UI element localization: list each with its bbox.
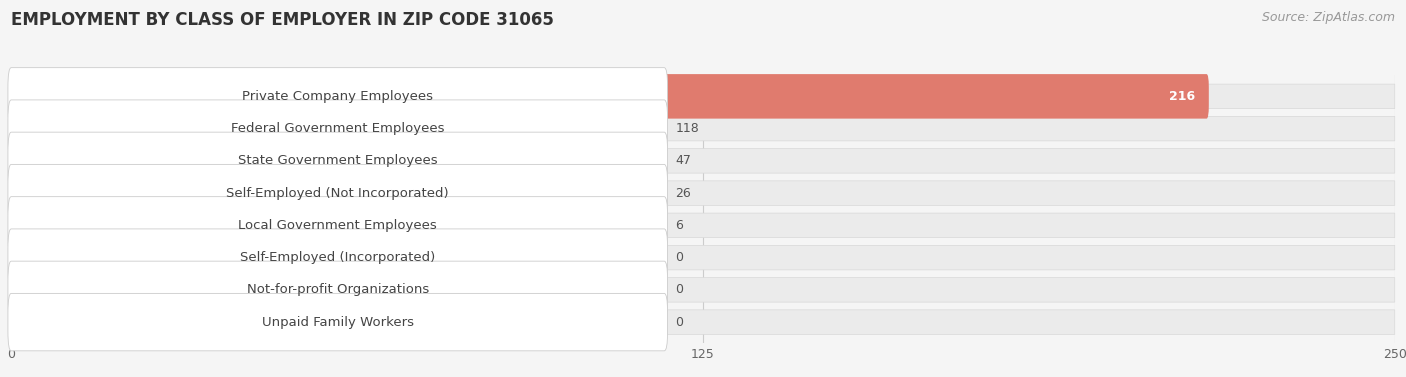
Text: Private Company Employees: Private Company Employees bbox=[242, 90, 433, 103]
Text: Self-Employed (Not Incorporated): Self-Employed (Not Incorporated) bbox=[226, 187, 449, 199]
Text: Not-for-profit Organizations: Not-for-profit Organizations bbox=[246, 284, 429, 296]
FancyBboxPatch shape bbox=[8, 235, 373, 280]
Text: 0: 0 bbox=[675, 284, 683, 296]
Text: Source: ZipAtlas.com: Source: ZipAtlas.com bbox=[1261, 11, 1395, 24]
Text: EMPLOYMENT BY CLASS OF EMPLOYER IN ZIP CODE 31065: EMPLOYMENT BY CLASS OF EMPLOYER IN ZIP C… bbox=[11, 11, 554, 29]
FancyBboxPatch shape bbox=[8, 139, 274, 183]
Text: 26: 26 bbox=[675, 187, 692, 199]
FancyBboxPatch shape bbox=[11, 84, 1395, 109]
FancyBboxPatch shape bbox=[8, 171, 157, 215]
FancyBboxPatch shape bbox=[8, 229, 668, 286]
FancyBboxPatch shape bbox=[8, 164, 668, 222]
FancyBboxPatch shape bbox=[8, 197, 668, 254]
Text: 6: 6 bbox=[675, 219, 683, 232]
Text: 0: 0 bbox=[675, 316, 683, 329]
FancyBboxPatch shape bbox=[8, 74, 1209, 119]
Text: 47: 47 bbox=[675, 154, 692, 167]
FancyBboxPatch shape bbox=[11, 310, 1395, 334]
Text: 216: 216 bbox=[1170, 90, 1195, 103]
FancyBboxPatch shape bbox=[11, 277, 1395, 302]
Text: State Government Employees: State Government Employees bbox=[238, 154, 437, 167]
Text: 118: 118 bbox=[675, 122, 699, 135]
FancyBboxPatch shape bbox=[8, 106, 666, 151]
FancyBboxPatch shape bbox=[8, 67, 668, 125]
Text: Self-Employed (Incorporated): Self-Employed (Incorporated) bbox=[240, 251, 436, 264]
FancyBboxPatch shape bbox=[11, 181, 1395, 205]
FancyBboxPatch shape bbox=[8, 100, 668, 157]
FancyBboxPatch shape bbox=[8, 268, 373, 312]
FancyBboxPatch shape bbox=[8, 261, 668, 319]
FancyBboxPatch shape bbox=[11, 116, 1395, 141]
Text: Local Government Employees: Local Government Employees bbox=[239, 219, 437, 232]
FancyBboxPatch shape bbox=[8, 132, 668, 190]
FancyBboxPatch shape bbox=[11, 213, 1395, 238]
FancyBboxPatch shape bbox=[11, 149, 1395, 173]
FancyBboxPatch shape bbox=[8, 300, 373, 344]
FancyBboxPatch shape bbox=[8, 293, 668, 351]
FancyBboxPatch shape bbox=[11, 245, 1395, 270]
Text: 0: 0 bbox=[675, 251, 683, 264]
FancyBboxPatch shape bbox=[8, 203, 46, 248]
Text: Federal Government Employees: Federal Government Employees bbox=[231, 122, 444, 135]
Text: Unpaid Family Workers: Unpaid Family Workers bbox=[262, 316, 413, 329]
